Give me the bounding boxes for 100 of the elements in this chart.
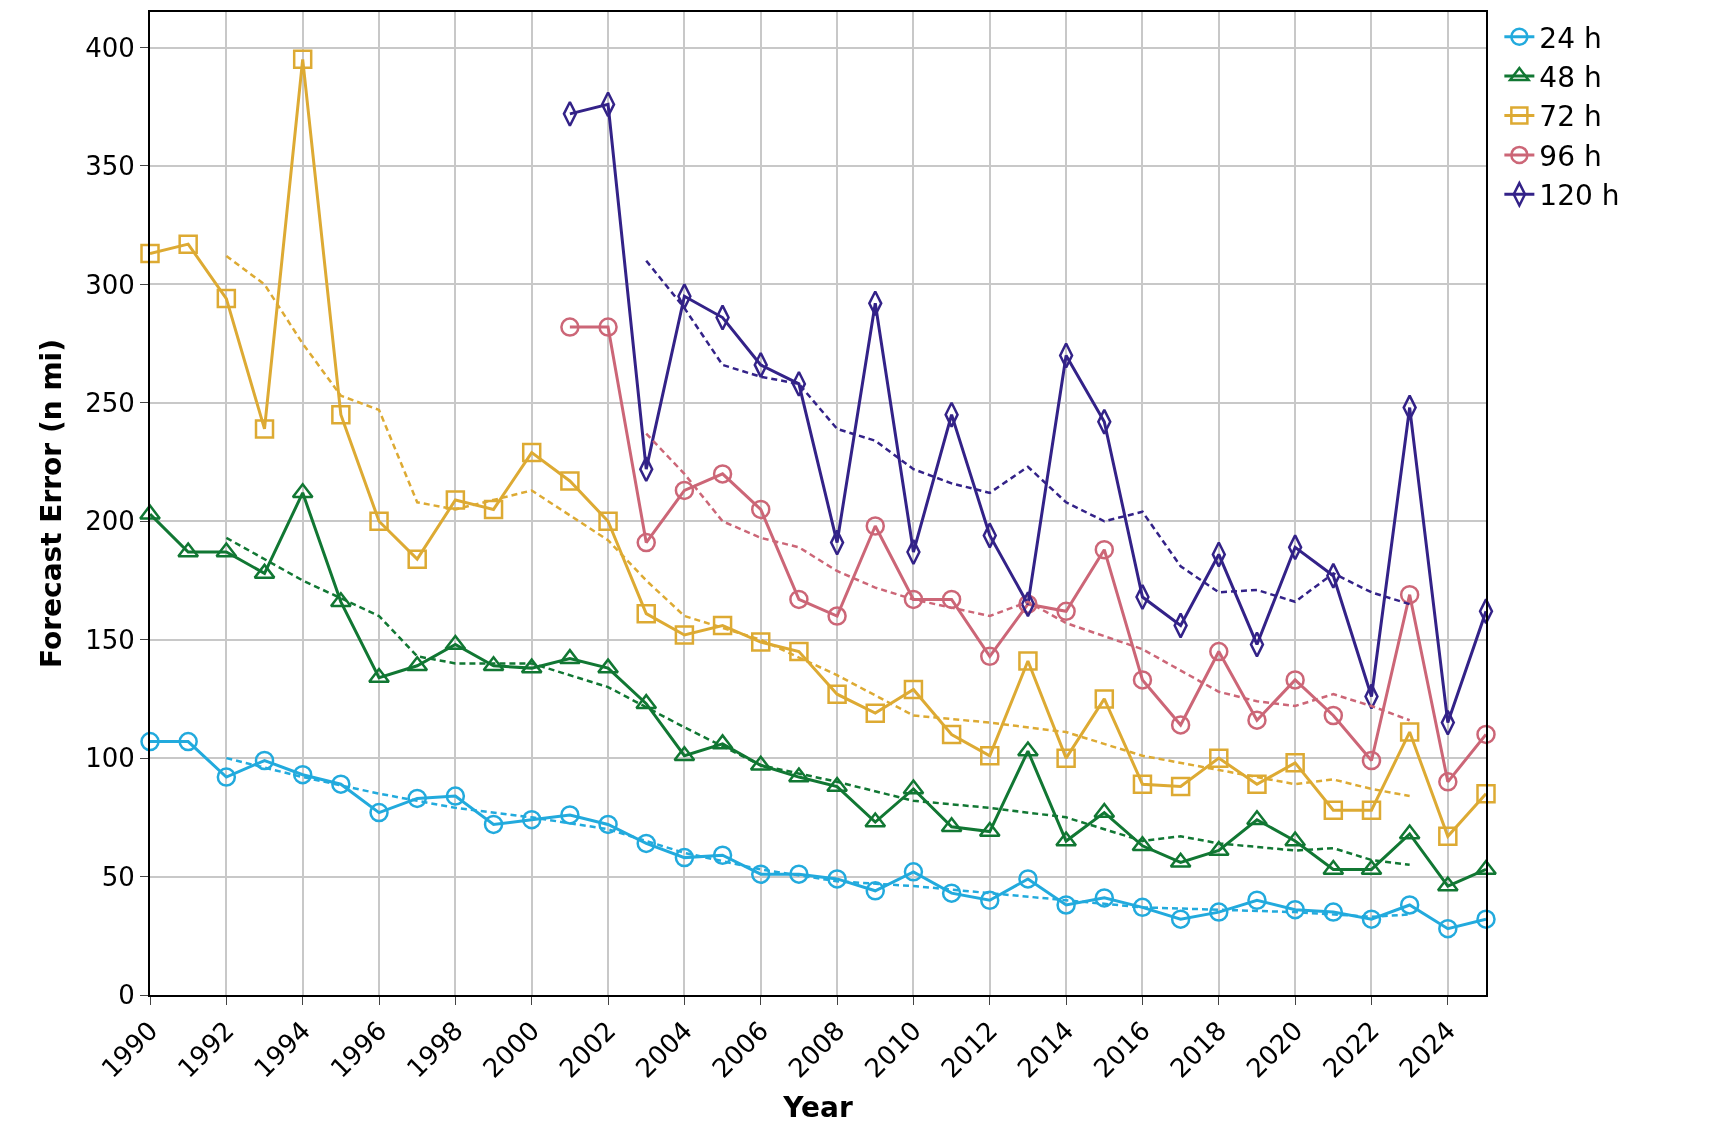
point [827, 684, 847, 704]
point [1132, 670, 1153, 690]
point [980, 890, 1000, 910]
point [903, 862, 924, 882]
legend-label: 96 h [1539, 139, 1602, 173]
point [216, 288, 237, 309]
legend-label: 120 h [1539, 179, 1620, 213]
point [331, 404, 351, 425]
point [1094, 689, 1115, 709]
point [636, 532, 656, 553]
point [789, 641, 809, 662]
y-tick-label: 150 [85, 624, 135, 655]
point [1476, 909, 1496, 929]
point [674, 847, 695, 868]
point [1361, 909, 1382, 929]
point [598, 814, 618, 835]
point [1323, 800, 1344, 820]
point [674, 480, 695, 501]
y-tick-label: 50 [101, 861, 135, 892]
y-tick-label: 0 [118, 980, 135, 1011]
point [1245, 809, 1269, 826]
point [789, 589, 809, 610]
point [1438, 918, 1458, 939]
point [865, 881, 886, 901]
y-axis-title: Forecast Error (n mi) [35, 339, 69, 668]
point [1247, 710, 1267, 730]
point [1476, 724, 1496, 745]
point [560, 317, 580, 337]
point [1209, 748, 1229, 768]
point [445, 786, 466, 806]
point [1476, 783, 1496, 804]
point [1132, 897, 1153, 918]
point [1247, 890, 1267, 910]
point [1323, 705, 1344, 726]
point [483, 499, 504, 520]
point [178, 234, 198, 254]
point [558, 648, 581, 665]
point [407, 788, 427, 809]
point [826, 776, 849, 793]
point [1285, 899, 1305, 920]
point [1323, 902, 1344, 922]
x-axis-title: Year [782, 1091, 853, 1125]
point [1170, 776, 1191, 797]
point [560, 805, 580, 825]
point [1170, 715, 1191, 735]
point [1094, 539, 1115, 560]
point [369, 511, 389, 532]
point [674, 625, 695, 645]
point [178, 731, 198, 752]
y-tick-label: 100 [85, 743, 135, 774]
point [865, 516, 886, 536]
y-tick-label: 200 [85, 506, 135, 537]
point [978, 821, 1001, 838]
point [254, 419, 275, 439]
point [635, 693, 658, 710]
point [1018, 869, 1038, 889]
point [1056, 748, 1076, 768]
point [789, 864, 809, 884]
point [827, 869, 847, 889]
point [712, 464, 733, 484]
legend-label: 48 h [1539, 61, 1602, 95]
point [1132, 774, 1153, 794]
point [1438, 772, 1458, 792]
point [827, 606, 847, 626]
y-tick-label: 400 [85, 32, 135, 63]
point [941, 883, 962, 903]
point [1170, 909, 1191, 929]
point [1285, 670, 1305, 690]
point [140, 731, 160, 752]
point [941, 724, 962, 745]
point [1056, 601, 1076, 622]
point [598, 317, 618, 337]
point [140, 243, 160, 264]
point [1094, 888, 1115, 908]
point [1399, 895, 1420, 915]
point [636, 603, 656, 624]
point [751, 864, 771, 884]
point [1361, 800, 1382, 820]
point [483, 814, 504, 835]
point [254, 750, 275, 771]
point [367, 667, 391, 684]
point [712, 845, 733, 865]
point [941, 589, 962, 610]
point [751, 499, 771, 520]
point [903, 679, 924, 700]
point [331, 774, 351, 794]
y-tick-label: 300 [85, 269, 135, 300]
point [1093, 802, 1116, 819]
point [1361, 750, 1382, 771]
point [1399, 722, 1420, 742]
point [1056, 895, 1076, 915]
point [521, 442, 542, 463]
point [292, 764, 313, 785]
legend-label: 72 h [1539, 100, 1602, 134]
point [521, 809, 542, 830]
point [1247, 774, 1267, 794]
point [636, 833, 656, 854]
y-tick-label: 350 [85, 151, 135, 182]
point [292, 49, 313, 70]
point [1209, 902, 1229, 922]
